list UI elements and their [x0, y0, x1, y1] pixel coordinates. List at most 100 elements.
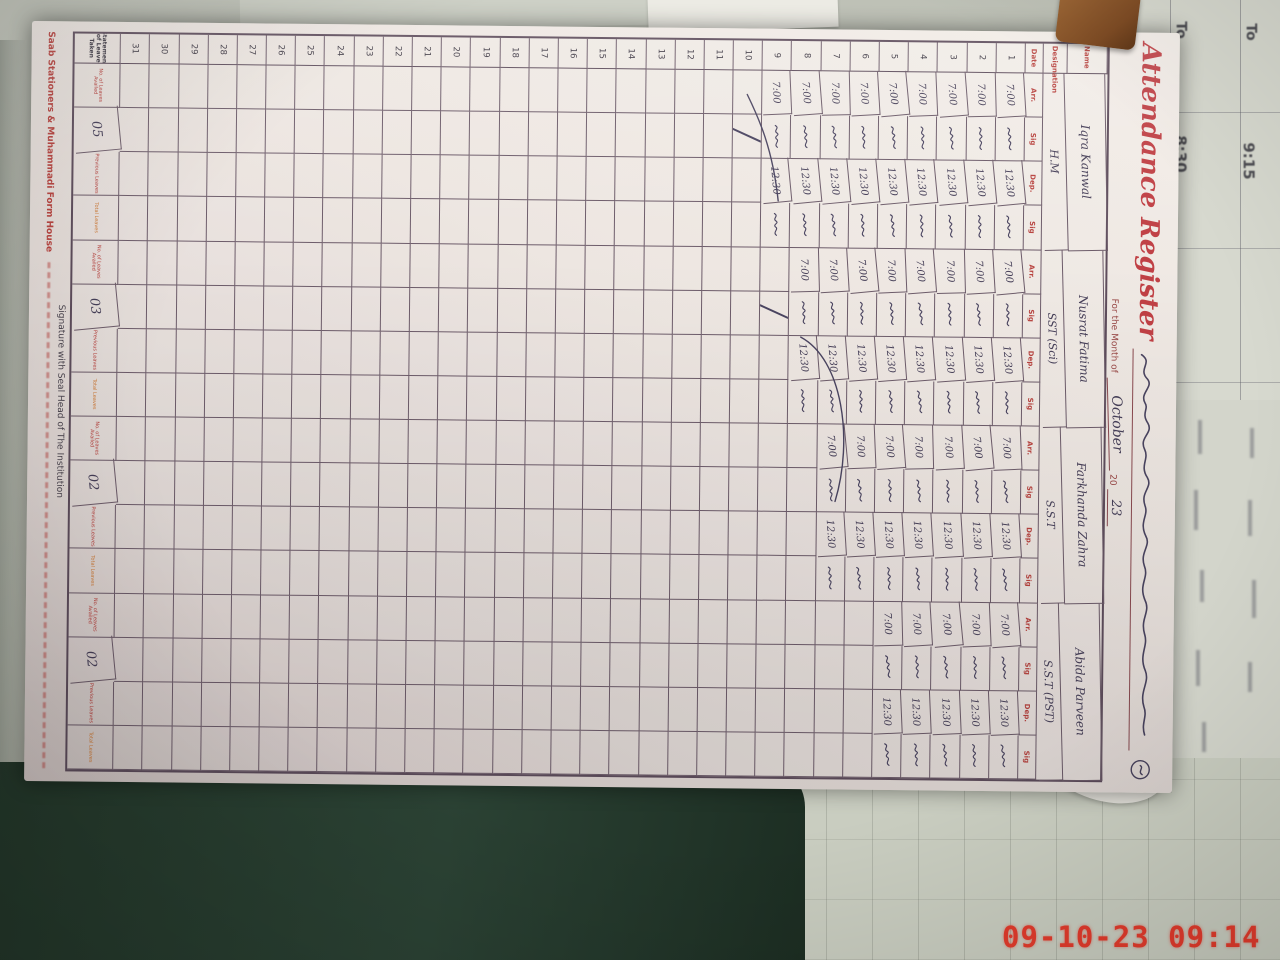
attendance-cell — [843, 645, 874, 690]
attendance-cell — [263, 330, 294, 375]
attendance-cell — [730, 335, 761, 380]
signature-scribble — [972, 744, 977, 768]
attendance-cell — [527, 244, 557, 290]
attendance-cell: 12:30 — [933, 336, 966, 383]
attendance-cell — [930, 734, 961, 779]
day-number: 5 — [879, 41, 910, 73]
attendance-cell — [698, 555, 729, 600]
attendance-cell — [176, 241, 207, 286]
attendance-cell — [233, 374, 264, 419]
attendance-cell — [961, 558, 992, 603]
attendance-cell — [990, 558, 1021, 603]
day-number: 22 — [383, 36, 413, 67]
attendance-cell: 12:30 — [905, 159, 939, 206]
attendance-cell — [207, 64, 238, 110]
background-sheet-bottom — [780, 758, 1280, 960]
attendance-cell — [348, 595, 378, 641]
attendance-cell — [728, 511, 759, 557]
attendance-cell — [406, 596, 437, 641]
attendance-cell — [586, 112, 617, 158]
attendance-cell — [963, 381, 994, 427]
signature-scribble — [828, 478, 834, 502]
attendance-cell — [120, 63, 150, 109]
signature-scribble — [916, 479, 921, 502]
attendance-cell — [612, 422, 643, 467]
attendance-cell — [470, 111, 500, 157]
attendance-cell — [235, 241, 265, 287]
attendance-cell — [673, 202, 704, 247]
attendance-cell: 12:30 — [993, 160, 1027, 207]
attendance-cell — [291, 418, 322, 464]
attendance-cell — [174, 461, 205, 507]
leave-statement-header: Statement of Leave Taken — [74, 33, 122, 64]
attendance-cell: 7:00 — [961, 424, 995, 472]
signature-scribble — [859, 390, 864, 414]
attendance-cell — [698, 643, 728, 689]
attendance-cell — [672, 290, 703, 335]
attendance-cell — [760, 291, 790, 336]
attendance-cell — [671, 422, 701, 468]
attendance-cell — [702, 246, 732, 291]
attendance-cell — [727, 643, 757, 689]
attendance-cell — [700, 423, 730, 468]
signature-scribble — [1006, 303, 1011, 327]
leave-value: 02 — [66, 635, 117, 684]
attendance-cell — [552, 597, 583, 643]
attendance-cell — [440, 155, 471, 200]
signature-scribble — [856, 566, 862, 590]
signature-scribble — [888, 390, 893, 414]
attendance-cell — [786, 512, 817, 557]
attendance-cell — [435, 596, 466, 642]
attendance-cell — [844, 556, 875, 602]
signature-scribble — [890, 125, 896, 149]
signature-scribble — [973, 656, 978, 680]
attendance-cell — [349, 463, 380, 508]
attendance-cell — [203, 461, 234, 507]
attendance-cell — [464, 641, 495, 686]
hand-circle-mark — [1130, 759, 1150, 780]
leave-label: No. of Leaves Availed — [68, 592, 116, 638]
attendance-cell — [759, 379, 789, 424]
leave-label: No. of Leaves Availed — [72, 239, 119, 285]
attendance-cell — [785, 688, 815, 734]
attendance-cell — [815, 600, 845, 646]
attendance-cell — [760, 247, 791, 292]
attendance-cell — [205, 285, 236, 330]
attendance-cell — [231, 594, 262, 640]
attendance-cell — [757, 556, 787, 601]
attendance-cell — [757, 511, 788, 557]
attendance-cell — [379, 419, 409, 465]
attendance-cell — [848, 203, 879, 249]
attendance-cell — [263, 286, 294, 331]
attendance-cell — [119, 108, 150, 153]
signature-scribble — [774, 124, 779, 148]
attendance-cell — [672, 334, 702, 379]
attendance-cell — [350, 419, 380, 464]
leave-value: 05 — [72, 105, 123, 155]
attendance-cell — [408, 419, 439, 465]
attendance-cell — [960, 646, 991, 691]
signature-scribble — [884, 655, 891, 679]
attendance-cell — [382, 110, 413, 156]
attendance-cell — [412, 66, 442, 112]
attendance-cell — [906, 204, 937, 249]
attendance-column-header: Dep. — [1024, 161, 1043, 206]
attendance-cell — [468, 288, 498, 333]
attendance-cell — [115, 505, 146, 550]
leave-value: 02 — [68, 458, 119, 507]
attendance-cell — [351, 242, 382, 288]
attendance-cell — [613, 333, 644, 379]
signature-scribble — [860, 301, 865, 325]
attendance-cell — [701, 290, 732, 336]
attendance-cell — [700, 378, 731, 424]
attendance-cell — [260, 639, 290, 684]
attendance-cell — [408, 375, 439, 421]
grid-line — [1128, 112, 1280, 113]
attendance-cell — [117, 372, 147, 418]
attendance-column-header: Sig — [1023, 205, 1043, 251]
day-number: 13 — [646, 39, 676, 70]
day-number: 21 — [412, 36, 443, 68]
attendance-cell — [614, 245, 645, 291]
attendance-cell — [992, 381, 1023, 427]
attendance-cell — [906, 292, 936, 338]
